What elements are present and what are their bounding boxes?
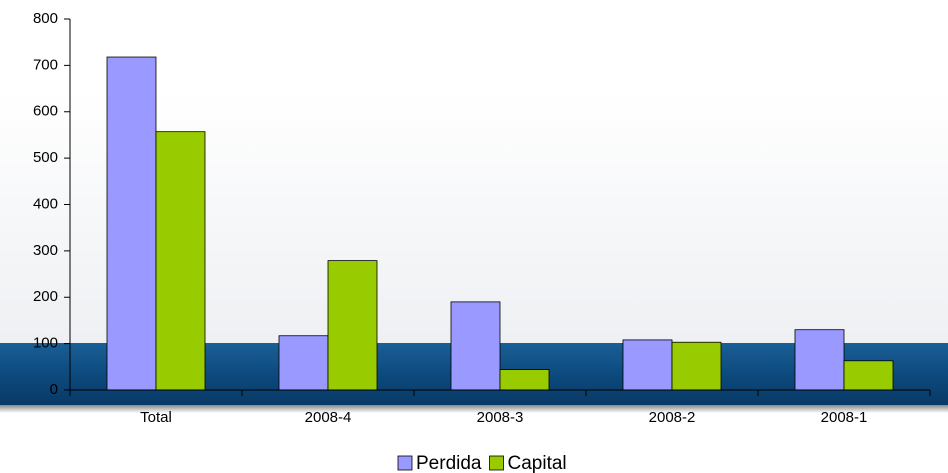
bar (671, 341, 722, 391)
x-tick-label: 2008-3 (477, 409, 524, 426)
y-tick-label: 300 (33, 242, 58, 259)
legend-label: Capital (508, 453, 567, 473)
bar (450, 301, 501, 391)
legend-swatch (397, 455, 413, 471)
bar (327, 260, 378, 391)
y-tick-label: 0 (50, 381, 58, 398)
x-tick-label: 2008-1 (821, 409, 868, 426)
y-tick-label: 800 (33, 10, 58, 27)
bar (843, 360, 894, 391)
bar (622, 339, 673, 391)
background-shadow (0, 405, 948, 413)
bar (106, 56, 157, 391)
legend-label: Perdida (416, 453, 482, 473)
legend-swatch (489, 455, 504, 471)
x-tick-label: Total (140, 409, 172, 426)
bar (794, 329, 845, 391)
y-tick-label: 500 (33, 149, 58, 166)
y-tick-label: 700 (33, 56, 58, 73)
y-tick-label: 100 (33, 335, 58, 352)
bar (278, 335, 329, 391)
y-tick-label: 600 (33, 103, 58, 120)
x-tick-label: 2008-4 (305, 409, 352, 426)
y-tick-label: 400 (33, 195, 58, 212)
x-tick-label: 2008-2 (649, 409, 696, 426)
bar (499, 369, 550, 391)
y-tick-label: 200 (33, 288, 58, 305)
bar (155, 131, 206, 391)
